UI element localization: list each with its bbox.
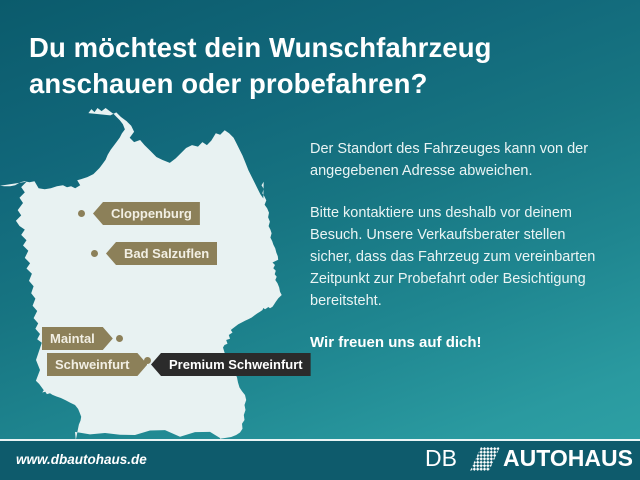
- svg-text:AUTOHAUS: AUTOHAUS: [503, 447, 633, 471]
- svg-text:DB: DB: [425, 447, 457, 471]
